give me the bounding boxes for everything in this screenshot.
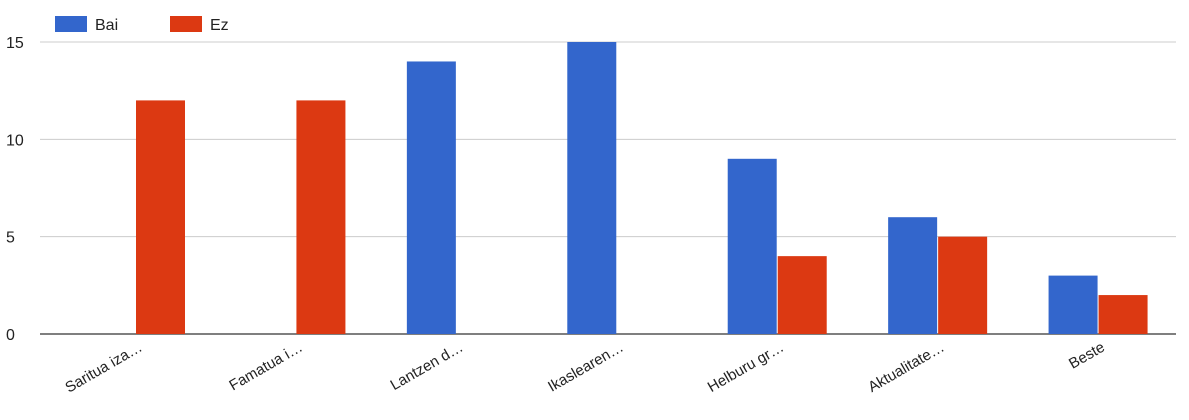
bar-ez[interactable] <box>296 100 346 335</box>
x-tick-label: Beste <box>1066 339 1108 373</box>
y-tick-label: 5 <box>6 230 15 247</box>
y-tick-label: 0 <box>6 327 15 344</box>
x-tick-label: Famatua i… <box>226 339 305 395</box>
x-tick-label: Ikaslearen… <box>545 339 626 396</box>
bar-ez[interactable] <box>136 100 185 335</box>
bar-bai[interactable] <box>406 61 456 334</box>
bar-ez[interactable] <box>938 236 988 334</box>
x-tick-label: Lantzen d… <box>388 339 467 394</box>
bar-ez[interactable] <box>777 256 827 334</box>
bar-ez[interactable] <box>1098 295 1148 334</box>
bars <box>136 42 1148 335</box>
legend-swatch-ez <box>170 16 202 32</box>
bar-bai[interactable] <box>1048 275 1098 334</box>
x-tick-label: Aktualitate… <box>865 339 947 396</box>
x-tick-label: Saritua iza… <box>62 339 145 397</box>
legend-swatch-bai <box>55 16 87 32</box>
legend-label-ez: Ez <box>210 17 229 34</box>
x-tick-label: Helburu gr… <box>705 339 787 396</box>
bar-bai[interactable] <box>888 217 938 334</box>
y-tick-label: 10 <box>6 132 24 149</box>
y-tick-label: 15 <box>6 35 24 52</box>
legend: Bai Ez <box>55 16 229 34</box>
bar-bai[interactable] <box>727 158 777 334</box>
bar-bai[interactable] <box>567 42 617 334</box>
legend-label-bai: Bai <box>95 17 118 34</box>
